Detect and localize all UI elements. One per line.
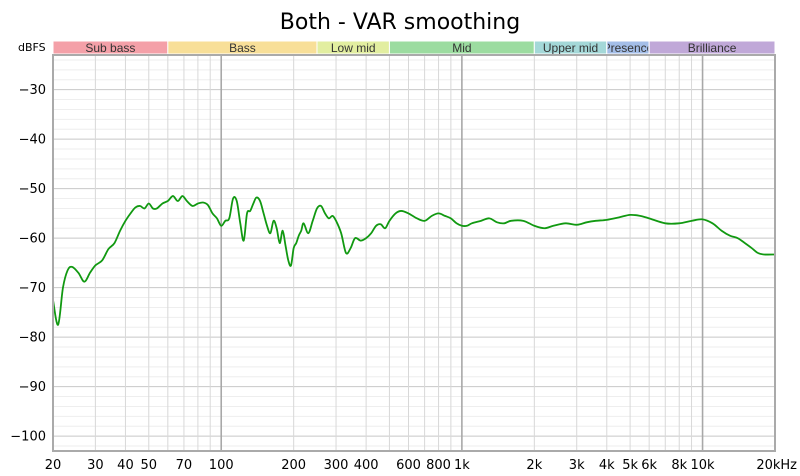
x-tick-label: 50 [140, 458, 157, 473]
x-tick-label: 20 [45, 458, 62, 473]
chart-title: Both - VAR smoothing [280, 10, 520, 35]
x-tick-label: 600 [396, 458, 421, 473]
y-tick-label: −50 [19, 182, 46, 197]
y-tick-label: −90 [19, 380, 46, 395]
frequency-bands: Sub bass Bass Low mid Mid Upper mid Presence B… [52, 40, 776, 55]
band-label: Sub bass [85, 41, 135, 55]
x-tick-label: 2k [526, 458, 542, 473]
x-tick-label: 400 [354, 458, 379, 473]
band-label: Presence [603, 41, 654, 55]
plot-frame [52, 54, 776, 452]
y-tick-label: −100 [10, 430, 46, 445]
series-group [52, 195, 776, 326]
x-tick-label: 100 [209, 458, 234, 473]
y-tick-label: −70 [19, 281, 46, 296]
band-label: Low mid [331, 41, 376, 55]
x-tick-label: 1k [454, 458, 470, 473]
x-tick-label: 200 [281, 458, 306, 473]
y-tick-label: −30 [19, 83, 46, 98]
y-tick-label: −60 [19, 232, 46, 247]
y-axis-ticks: −30 −40 −50 −60 −70 −80 −90 −100 [10, 83, 46, 445]
x-tick-label: 30 [87, 458, 104, 473]
x-tick-label: 4k [599, 458, 615, 473]
band-label: Mid [452, 41, 471, 55]
y-tick-label: −40 [19, 133, 46, 148]
x-tick-label: 5k [622, 458, 638, 473]
y-tick-label: −80 [19, 331, 46, 346]
x-tick-label: 800 [426, 458, 451, 473]
series-line [52, 195, 776, 326]
grid-lines [52, 55, 776, 451]
x-tick-label: 20kHz [756, 458, 797, 473]
x-tick-label: 8k [671, 458, 687, 473]
y-axis-unit-label: dBFS [18, 41, 46, 54]
band-label: Brilliance [688, 41, 737, 55]
x-tick-label: 300 [324, 458, 349, 473]
band-label: Bass [229, 41, 256, 55]
x-tick-label: 3k [569, 458, 585, 473]
x-tick-label: 10k [691, 458, 716, 473]
band-label: Upper mid [543, 41, 598, 55]
x-tick-label: 70 [176, 458, 193, 473]
x-tick-label: 6k [641, 458, 657, 473]
x-axis-ticks: 20 30 40 50 70 100 200 300 400 600 800 1k 2k 3k 4k 5k 6k… [45, 458, 797, 473]
x-tick-label: 40 [117, 458, 134, 473]
